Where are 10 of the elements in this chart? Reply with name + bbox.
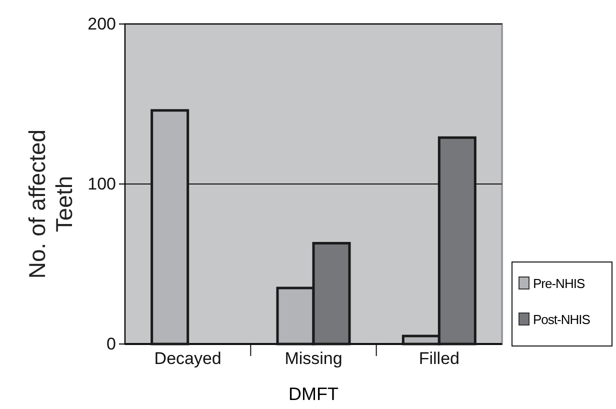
y-tick-label: 0 [106, 334, 116, 354]
y-tick-label: 200 [88, 14, 116, 34]
legend-label: Post-NHIS [533, 312, 591, 327]
x-axis-title: DMFT [288, 384, 338, 404]
x-tick-label: Decayed [154, 349, 222, 368]
y-tick-label: 100 [88, 174, 116, 194]
legend-label: Pre-NHIS [533, 276, 586, 291]
y-axis-title: No. of affected Teeth [24, 129, 77, 279]
x-tick-label: Missing [284, 349, 342, 368]
x-tick-label: Filled [418, 349, 460, 368]
